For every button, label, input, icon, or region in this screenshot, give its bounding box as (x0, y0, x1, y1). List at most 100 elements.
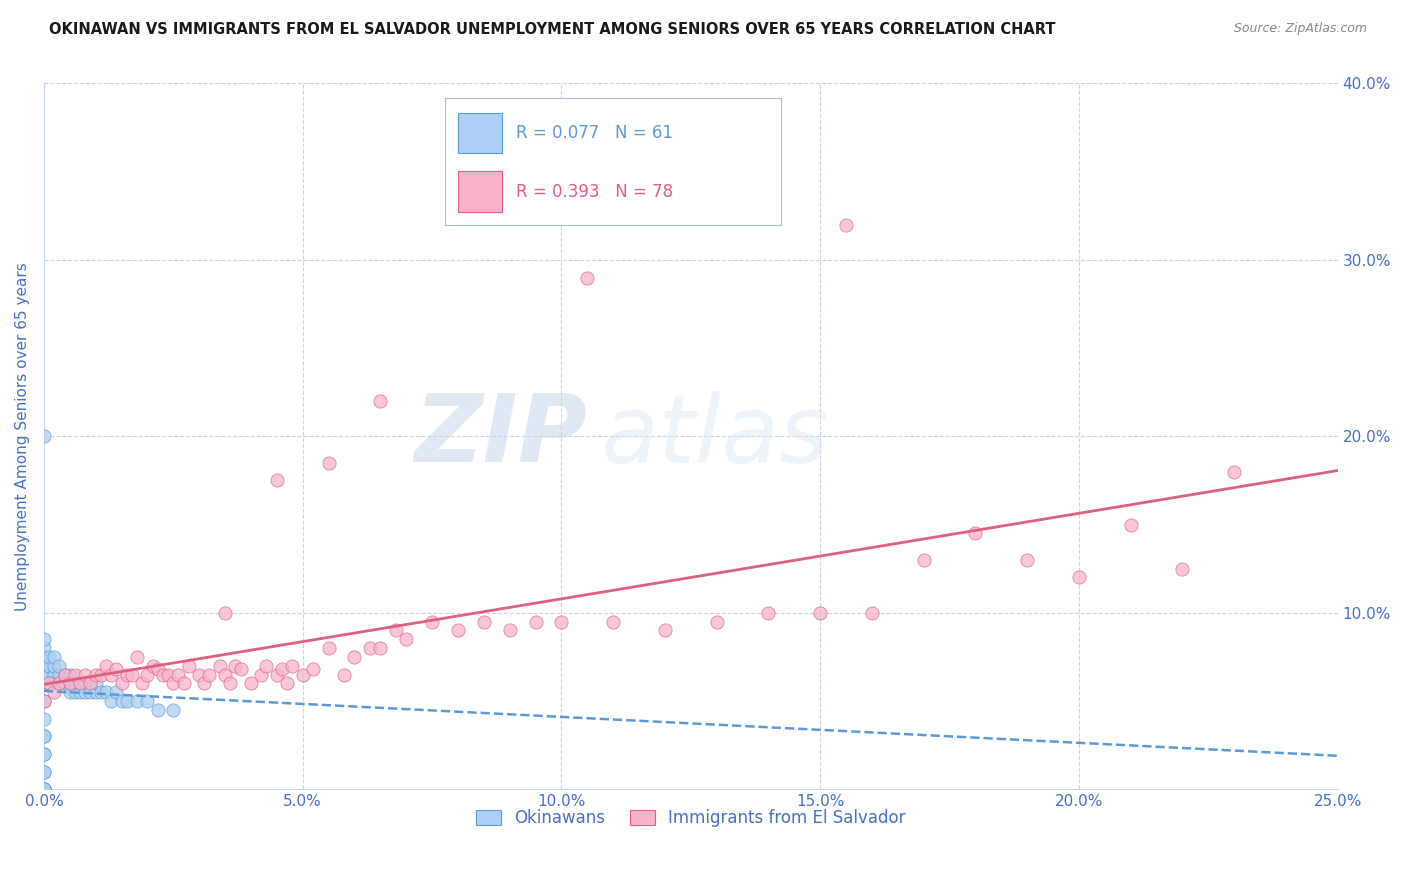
Point (214, 667, 236, 681)
Point (229, 662, 252, 676)
Point (271, 662, 294, 676)
Point (318, 641, 340, 656)
Point (447, 624, 470, 638)
Point (100, 667, 122, 681)
Point (63, 685, 86, 699)
Point (69, 676, 91, 690)
Point (193, 676, 215, 690)
Point (32, 729, 55, 743)
Point (32, 747, 55, 761)
Point (1119, 517, 1142, 532)
Point (75, 676, 97, 690)
Point (38, 667, 60, 681)
Point (32, 632, 55, 647)
Point (121, 667, 143, 681)
Point (368, 394, 391, 409)
Point (291, 667, 314, 681)
Point (125, 649, 148, 664)
Point (266, 474, 288, 488)
Point (48, 658, 70, 673)
Point (32, 676, 55, 690)
Point (146, 662, 169, 676)
Point (835, 218, 858, 232)
Point (59, 676, 82, 690)
Point (63, 667, 86, 681)
Point (48, 676, 70, 690)
Point (32, 429, 55, 443)
Point (302, 662, 325, 676)
Point (100, 694, 122, 708)
Point (32, 782, 55, 797)
Point (59, 667, 82, 681)
Point (105, 685, 128, 699)
Point (125, 694, 148, 708)
Point (38, 658, 60, 673)
Point (32, 649, 55, 664)
Point (53, 676, 76, 690)
Point (1017, 553, 1039, 567)
Point (343, 649, 366, 664)
Point (318, 456, 340, 470)
Point (208, 658, 231, 673)
Point (32, 667, 55, 681)
Text: Source: ZipAtlas.com: Source: ZipAtlas.com (1233, 22, 1367, 36)
Point (32, 782, 55, 797)
Point (395, 632, 418, 647)
Point (32, 694, 55, 708)
Point (808, 606, 831, 620)
Point (44, 667, 66, 681)
Point (384, 624, 406, 638)
Y-axis label: Unemployment Among Seniors over 65 years: Unemployment Among Seniors over 65 years (15, 262, 30, 611)
Point (359, 641, 381, 656)
Legend: Okinawans, Immigrants from El Salvador: Okinawans, Immigrants from El Salvador (470, 803, 912, 834)
Point (224, 658, 246, 673)
Point (157, 667, 180, 681)
Point (250, 667, 273, 681)
Point (90, 667, 112, 681)
Point (90, 685, 112, 699)
Point (142, 658, 165, 673)
Point (59, 676, 82, 690)
Point (420, 615, 443, 629)
Point (32, 676, 55, 690)
Point (48, 667, 70, 681)
Point (131, 676, 153, 690)
Point (550, 615, 572, 629)
Point (32, 676, 55, 690)
Point (32, 667, 55, 681)
Point (173, 676, 195, 690)
Point (254, 658, 277, 673)
Point (84, 676, 107, 690)
Point (32, 649, 55, 664)
Point (266, 667, 288, 681)
Point (84, 667, 107, 681)
Point (472, 615, 495, 629)
Point (32, 712, 55, 726)
Point (75, 685, 97, 699)
Point (162, 703, 184, 717)
Point (576, 270, 599, 285)
Point (524, 615, 547, 629)
Point (110, 676, 132, 690)
Point (32, 764, 55, 779)
Point (79, 685, 101, 699)
Point (136, 667, 159, 681)
Point (53, 667, 76, 681)
Point (32, 694, 55, 708)
Point (110, 694, 132, 708)
Point (32, 658, 55, 673)
Point (860, 606, 883, 620)
Point (69, 685, 91, 699)
Point (75, 667, 97, 681)
Point (32, 782, 55, 797)
Point (69, 676, 91, 690)
Point (84, 685, 107, 699)
Point (602, 615, 624, 629)
Point (94, 658, 117, 673)
Point (177, 658, 200, 673)
Point (167, 667, 190, 681)
Point (59, 685, 82, 699)
Point (44, 649, 66, 664)
Point (115, 694, 138, 708)
Point (53, 667, 76, 681)
